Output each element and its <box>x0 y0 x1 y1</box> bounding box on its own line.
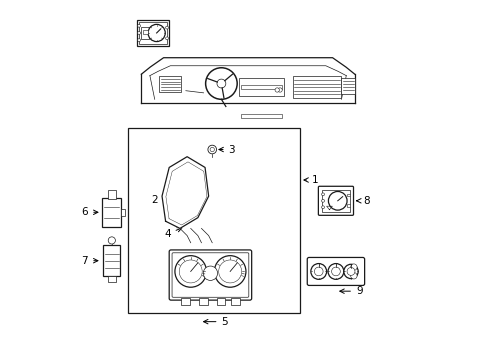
Circle shape <box>214 256 245 287</box>
Bar <box>103 246 120 276</box>
Polygon shape <box>162 157 208 228</box>
Text: 1: 1 <box>304 175 318 185</box>
Circle shape <box>321 199 324 202</box>
Bar <box>346 204 349 207</box>
Circle shape <box>165 37 168 40</box>
Circle shape <box>207 145 216 154</box>
Bar <box>239 78 283 96</box>
Circle shape <box>175 256 206 287</box>
FancyBboxPatch shape <box>306 257 364 285</box>
Bar <box>198 298 207 305</box>
Bar <box>128 128 300 313</box>
Bar <box>341 78 354 94</box>
Bar <box>292 76 341 98</box>
Circle shape <box>165 26 168 29</box>
Circle shape <box>274 88 279 92</box>
Circle shape <box>343 264 357 279</box>
Text: 7: 7 <box>81 256 98 266</box>
Bar <box>102 198 121 226</box>
Circle shape <box>203 266 217 280</box>
Bar <box>142 30 147 35</box>
Text: 2: 2 <box>150 195 170 205</box>
Circle shape <box>346 267 354 275</box>
Circle shape <box>327 264 343 279</box>
Text: 3: 3 <box>219 144 235 154</box>
Circle shape <box>148 24 165 41</box>
Bar <box>159 76 181 92</box>
Bar <box>241 114 281 118</box>
Circle shape <box>137 24 140 27</box>
FancyBboxPatch shape <box>172 253 248 297</box>
Text: 4: 4 <box>164 228 182 239</box>
Circle shape <box>350 264 356 270</box>
Circle shape <box>210 147 214 152</box>
FancyBboxPatch shape <box>318 186 353 215</box>
Bar <box>230 298 239 305</box>
Bar <box>346 194 349 197</box>
Bar <box>107 190 116 199</box>
Circle shape <box>331 267 340 276</box>
Text: 9: 9 <box>339 286 362 296</box>
Circle shape <box>310 264 326 279</box>
Polygon shape <box>141 58 354 103</box>
Circle shape <box>179 260 202 283</box>
Bar <box>321 189 349 212</box>
Bar <box>107 276 116 282</box>
Circle shape <box>218 260 241 283</box>
Bar <box>137 19 169 46</box>
Bar <box>180 298 189 305</box>
Bar <box>241 85 281 89</box>
Circle shape <box>137 39 140 41</box>
Text: 6: 6 <box>81 207 98 217</box>
Circle shape <box>277 88 282 92</box>
Bar <box>141 27 149 40</box>
Circle shape <box>217 79 225 88</box>
Bar <box>216 298 225 305</box>
Circle shape <box>205 68 237 99</box>
Bar <box>139 22 167 44</box>
Circle shape <box>350 273 356 279</box>
Circle shape <box>321 206 324 209</box>
Circle shape <box>108 237 115 244</box>
Circle shape <box>321 193 324 196</box>
Text: 8: 8 <box>356 196 369 206</box>
Circle shape <box>328 192 346 210</box>
Circle shape <box>137 32 140 35</box>
FancyBboxPatch shape <box>169 250 251 300</box>
Text: 5: 5 <box>203 317 227 327</box>
Circle shape <box>314 267 323 276</box>
Bar <box>121 209 125 216</box>
